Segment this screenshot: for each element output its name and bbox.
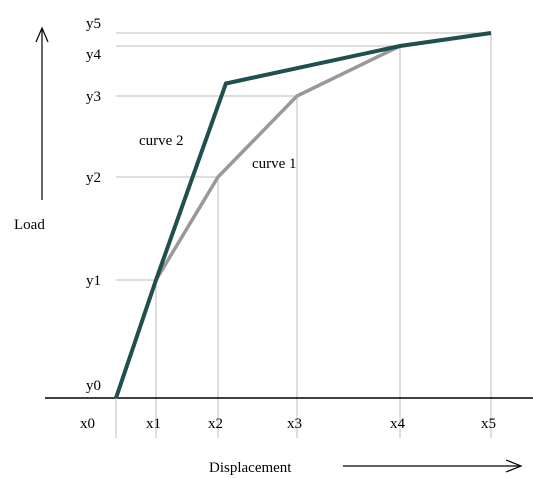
y-tick-label-y4: y4	[86, 47, 102, 63]
y-axis-label: Load	[14, 217, 45, 233]
x-tick-label-x4: x4	[390, 416, 406, 432]
x-tick-label-x1: x1	[146, 416, 161, 432]
series-line-curve-2	[114, 31, 492, 399]
y-tick-label-y5: y5	[86, 16, 101, 32]
y-tick-label-y0: y0	[86, 378, 101, 394]
y-tick-label-y2: y2	[86, 170, 101, 186]
series-line-curve-1	[114, 31, 492, 399]
series-group	[114, 31, 492, 399]
x-tick-label-x3: x3	[287, 416, 302, 432]
curve-2-label: curve 2	[139, 133, 184, 149]
curve-1-label: curve 1	[252, 156, 297, 172]
x-tick-label-x2: x2	[208, 416, 223, 432]
x-tick-label-x5: x5	[481, 416, 496, 432]
y-tick-labels: y0 y1 y2 y3 y4 y5	[86, 16, 102, 394]
y-tick-label-y3: y3	[86, 89, 101, 105]
guide-lines	[116, 32, 492, 438]
x-tick-labels: x0 x1 x2 x3 x4 x5	[80, 416, 496, 432]
x-tick-label-x0: x0	[80, 416, 95, 432]
displacement-arrow	[343, 459, 523, 473]
x-axis-label: Displacement	[209, 460, 292, 476]
y-tick-label-y1: y1	[86, 273, 101, 289]
load-arrow	[35, 26, 49, 200]
